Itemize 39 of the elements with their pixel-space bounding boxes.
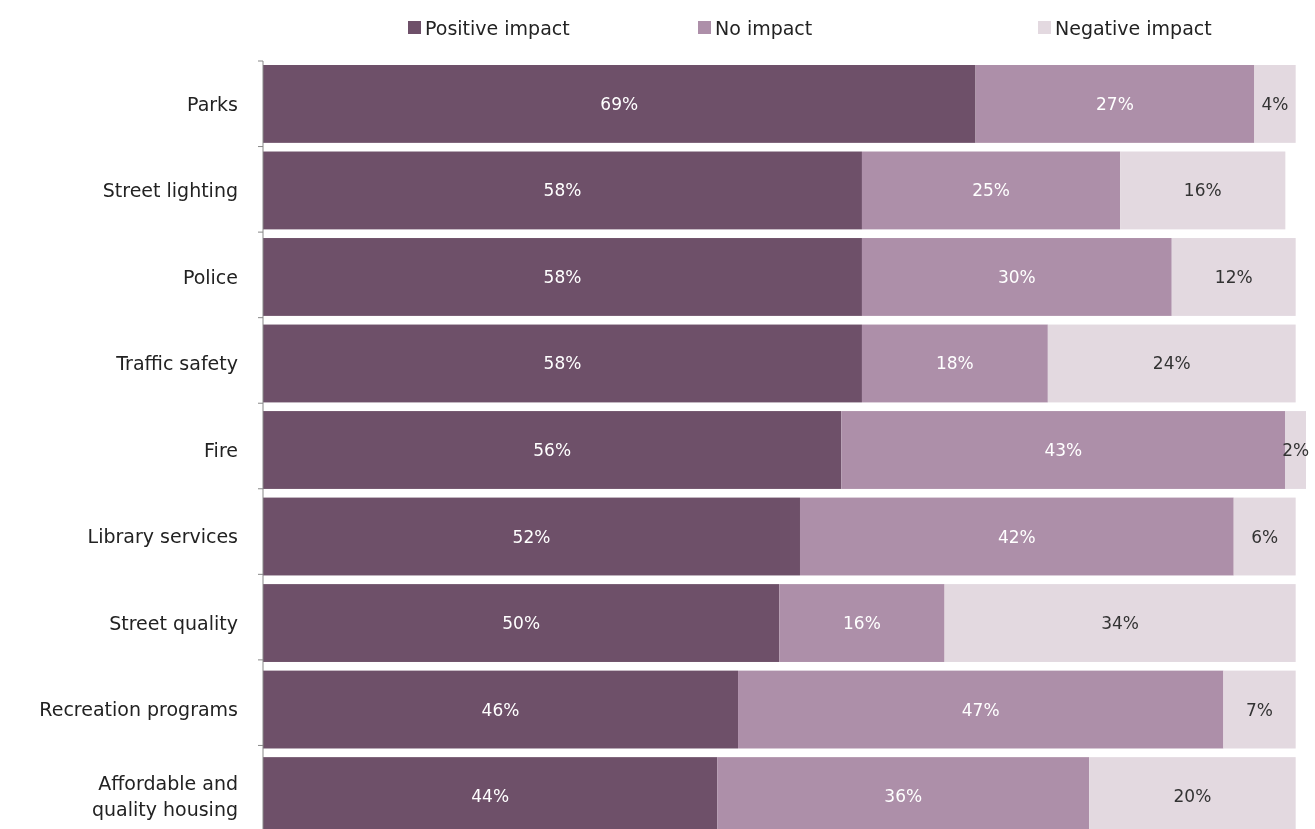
- data-label: 24%: [1152, 353, 1191, 374]
- data-label: 12%: [1214, 266, 1253, 287]
- y-tick-label: Traffic safety: [115, 352, 238, 375]
- data-label: 20%: [1173, 786, 1212, 807]
- y-tick-label: Affordable and quality housing: [91, 771, 238, 820]
- data-label: 34%: [1101, 613, 1140, 634]
- y-tick-label: Library services: [87, 525, 238, 548]
- data-label: 58%: [543, 180, 582, 201]
- y-tick-label: Parks: [187, 92, 238, 115]
- y-tick-label: Police: [182, 265, 238, 288]
- data-label: 42%: [997, 526, 1036, 547]
- data-label: 58%: [543, 353, 582, 374]
- data-label: 30%: [997, 266, 1036, 287]
- data-label: 27%: [1096, 93, 1134, 114]
- y-tick-label: Fire: [204, 438, 238, 461]
- data-label: 58%: [543, 266, 582, 287]
- y-tick-label: Street quality: [109, 611, 238, 634]
- data-label: 2%: [1282, 440, 1310, 460]
- y-tick-label: Recreation programs: [39, 698, 238, 721]
- y-tick-label: Street lighting: [102, 179, 238, 202]
- data-label: 52%: [512, 526, 551, 547]
- data-label: 69%: [600, 93, 639, 114]
- data-label: 47%: [961, 699, 1000, 720]
- data-label: 36%: [884, 786, 923, 807]
- legend-label: Negative impact: [1055, 17, 1212, 39]
- data-label: 56%: [533, 440, 572, 460]
- data-label: 44%: [471, 786, 510, 807]
- data-label: 46%: [481, 699, 520, 720]
- data-label: 6%: [1251, 526, 1279, 547]
- data-label: 7%: [1246, 699, 1274, 720]
- legend-label: Positive impact: [425, 17, 570, 39]
- data-label: 18%: [935, 353, 974, 374]
- data-label: 43%: [1044, 440, 1083, 460]
- data-label: 16%: [1183, 180, 1222, 201]
- data-label: 50%: [502, 613, 541, 634]
- data-label: 4%: [1261, 93, 1289, 114]
- data-label: 25%: [972, 180, 1010, 201]
- legend-label: No impact: [715, 17, 813, 39]
- data-label: 16%: [843, 613, 881, 634]
